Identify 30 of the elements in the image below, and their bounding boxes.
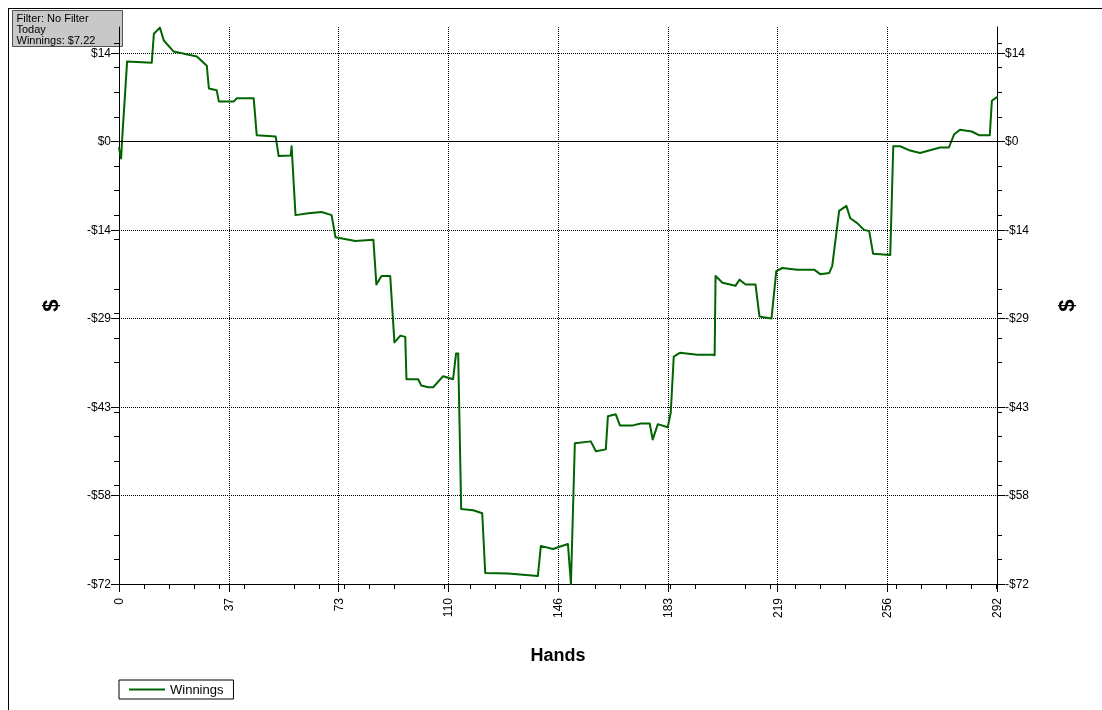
x-tick-label: 0 <box>112 597 126 605</box>
y2-tick-label: -$43 <box>1005 399 1030 414</box>
y2-tick-label: -$14 <box>1005 222 1030 237</box>
x-tick-label: 110 <box>441 597 456 618</box>
y-tick-label: -$43 <box>86 399 112 414</box>
y-tick-label: -$58 <box>86 488 112 503</box>
x-tick-label: 219 <box>770 597 785 619</box>
y-tick-label: -$29 <box>86 311 112 326</box>
x-tick-label: 292 <box>990 597 1004 619</box>
y-axis-title: $ <box>37 299 63 312</box>
y2-axis-title: $ <box>1053 299 1079 312</box>
text: Filter: No Filter <box>16 12 89 24</box>
y2-tick-label: $14 <box>1005 45 1026 60</box>
x-tick-label: 37 <box>221 597 236 612</box>
legend-label: Winnings <box>170 682 224 697</box>
text: Winnings: $7.22 <box>16 34 96 46</box>
y2-tick-label: $0 <box>1005 134 1019 149</box>
x-axis-title: Hands <box>530 645 586 665</box>
y-tick-label: -$14 <box>86 222 112 237</box>
text: Today <box>16 23 47 35</box>
y2-tick-label: -$29 <box>1005 311 1030 326</box>
y-tick-label: $0 <box>97 134 112 149</box>
y-tick-label: $14 <box>90 45 112 60</box>
y-tick-label: -$72 <box>86 577 112 591</box>
x-tick-label: 256 <box>880 597 895 619</box>
x-tick-label: 146 <box>551 597 565 619</box>
y2-tick-label: -$72 <box>1005 577 1030 591</box>
x-tick-label: 73 <box>331 597 346 612</box>
x-tick-label: 183 <box>660 597 675 619</box>
y2-tick-label: -$58 <box>1005 488 1030 503</box>
